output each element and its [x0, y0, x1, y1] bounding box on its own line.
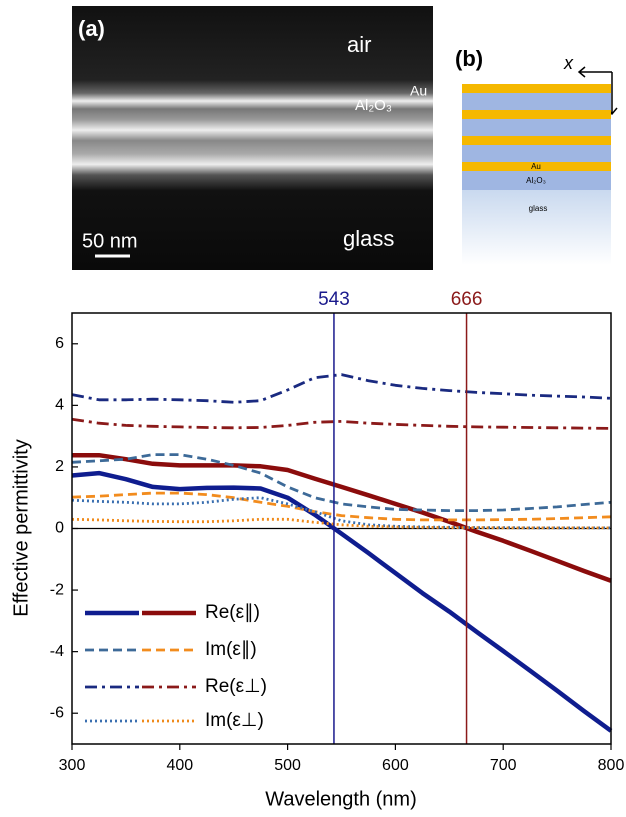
legend-label: Re(ε⊥) [205, 676, 267, 697]
layer-label: Au [531, 162, 541, 171]
layer-label: Al₂O₃ [526, 176, 546, 185]
x-tick-label: 500 [274, 757, 301, 774]
layer-label: Au [410, 83, 427, 99]
layer-stack [462, 84, 611, 265]
data-line [72, 473, 611, 731]
y-tick-label: -2 [50, 581, 64, 598]
x-tick-label: 400 [166, 757, 193, 774]
data-line [72, 455, 611, 581]
legend-label: Im(ε∥) [205, 639, 257, 660]
x-tick-label: 300 [59, 757, 86, 774]
page: (a) air Au Al₂O₃ 50 nm glass (b) x Au Al… [0, 0, 626, 817]
x-axis-label: Wavelength (nm) [265, 788, 417, 810]
y-axis-label: Effective permittivity [10, 439, 32, 616]
x-tick-label: 700 [490, 757, 517, 774]
data-line [72, 493, 611, 520]
y-tick-label: -6 [50, 704, 64, 721]
reference-label: 543 [318, 289, 350, 310]
reference-label: 666 [451, 289, 483, 310]
figure: (a) air Au Al₂O₃ 50 nm glass (b) x Au Al… [0, 0, 626, 817]
scale-bar-label: 50 nm [82, 230, 138, 252]
y-tick-label: 2 [55, 458, 64, 475]
panel-label: (b) [455, 46, 483, 71]
data-line [72, 519, 611, 528]
y-tick-label: 6 [55, 335, 64, 352]
legend-label: Re(ε∥) [205, 602, 260, 623]
layer-label: Al₂O₃ [355, 97, 392, 114]
data-line [72, 375, 611, 403]
y-tick-label: -4 [50, 643, 64, 660]
y-tick-label: 0 [55, 520, 64, 537]
data-line [72, 498, 611, 528]
medium-label: glass [343, 226, 394, 251]
x-tick-label: 800 [598, 757, 625, 774]
layer-label: glass [529, 204, 548, 213]
y-tick-label: 4 [55, 397, 64, 414]
x-tick-label: 600 [382, 757, 409, 774]
legend-label: Im(ε⊥) [205, 710, 264, 731]
medium-label: air [347, 32, 371, 57]
data-line [72, 419, 611, 428]
axis-label: x [563, 53, 574, 73]
panel-label: (a) [78, 16, 105, 41]
